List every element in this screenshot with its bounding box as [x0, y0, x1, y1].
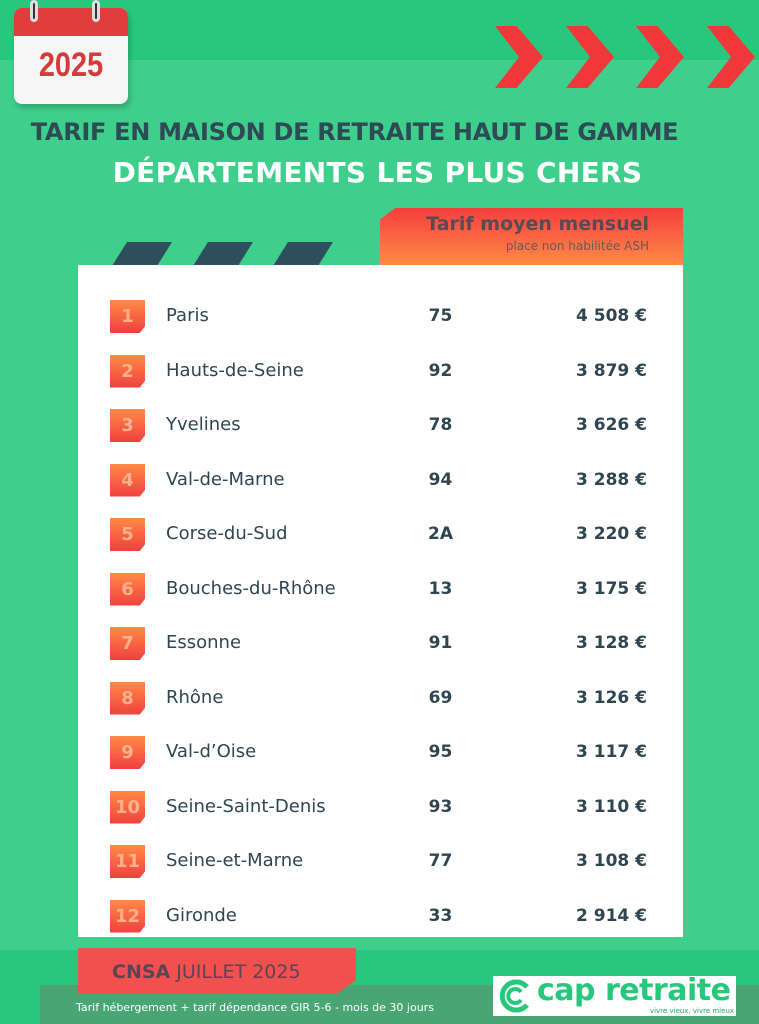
department-name: Val-d’Oise [166, 741, 257, 762]
department-name: Seine-Saint-Denis [166, 795, 326, 817]
rank-badge: 4 [110, 463, 145, 497]
rank-badge: 5 [110, 518, 145, 551]
logo-icon [499, 979, 529, 1013]
title: TARIF EN MAISON DE RETRAITE HAUT DE GAMM… [30, 118, 679, 146]
department-code: 75 [428, 306, 453, 326]
column-header-subtitle: place non habilitée ASH [505, 239, 649, 253]
column-header: Tarif moyen mensuel place non habilitée … [380, 208, 683, 265]
department-name: Val-de-Marne [166, 468, 285, 490]
calendar-icon: 2025 [14, 8, 128, 104]
department-name: Bouches-du-Rhône [166, 577, 336, 599]
department-code: 92 [428, 360, 453, 381]
table-row: 7 Essonne 91 3 128 € [78, 627, 683, 667]
rank-badge: 7 [110, 627, 145, 660]
department-name: Gironde [166, 904, 237, 926]
cap-retraite-logo: cap retraite vivre vieux, vivre mieux [493, 973, 736, 1016]
monthly-price: 3 110 € [576, 796, 647, 817]
department-name: Seine-et-Marne [166, 850, 304, 871]
department-code: 95 [428, 742, 453, 762]
department-code: 2A [428, 524, 453, 544]
rank-badge: 6 [110, 572, 145, 606]
table-row: 6 Bouches-du-Rhône 13 3 175 € [78, 572, 683, 613]
rank-badge: 2 [110, 354, 145, 388]
department-code: 93 [428, 796, 453, 817]
department-name: Essonne [166, 632, 242, 653]
column-header-title: Tarif moyen mensuel [426, 213, 649, 235]
table-row: 11 Seine-et-Marne 77 3 108 € [78, 845, 683, 885]
table-row: 2 Hauts-de-Seine 92 3 879 € [78, 354, 683, 395]
monthly-price: 3 220 € [576, 524, 647, 544]
department-code: 78 [428, 415, 453, 435]
department-name: Paris [166, 305, 209, 326]
monthly-price: 3 626 € [576, 415, 647, 435]
table-row: 8 Rhône 69 3 126 € [78, 681, 683, 722]
monthly-price: 3 108 € [576, 851, 647, 871]
department-code: 33 [428, 905, 453, 926]
department-name: Corse-du-Sud [166, 523, 288, 544]
table-row: 5 Corse-du-Sud 2A 3 220 € [78, 518, 683, 558]
department-code: 69 [428, 687, 453, 708]
monthly-price: 3 128 € [576, 633, 647, 653]
table-row: 9 Val-d’Oise 95 3 117 € [78, 736, 683, 776]
department-name: Hauts-de-Seine [166, 359, 304, 381]
rank-badge: 9 [110, 736, 145, 769]
monthly-price: 3 117 € [576, 742, 647, 762]
table-row: 4 Val-de-Marne 94 3 288 € [78, 463, 683, 504]
department-code: 94 [428, 469, 453, 490]
subtitle: DÉPARTEMENTS LES PLUS CHERS [112, 156, 643, 189]
monthly-price: 3 879 € [576, 360, 647, 381]
rank-badge: 8 [110, 681, 145, 715]
department-code: 91 [428, 633, 453, 653]
table-row: 12 Gironde 33 2 914 € [78, 899, 683, 940]
monthly-price: 4 508 € [576, 306, 647, 326]
rank-badge: 10 [110, 790, 145, 824]
rank-badge: 1 [110, 300, 145, 333]
department-code: 13 [428, 578, 453, 599]
department-name: Yvelines [166, 414, 241, 435]
source-label: CNSA JUILLET 2025 [78, 948, 356, 994]
department-code: 77 [428, 851, 453, 871]
monthly-price: 3 126 € [576, 687, 647, 708]
monthly-price: 3 288 € [576, 469, 647, 490]
ranking-table: 1 Paris 75 4 508 €2 Hauts-de-Seine 92 3 … [78, 265, 683, 937]
rank-badge: 12 [110, 899, 145, 933]
monthly-price: 3 175 € [576, 578, 647, 599]
table-row: 3 Yvelines 78 3 626 € [78, 409, 683, 449]
department-name: Rhône [166, 686, 224, 708]
table-row: 10 Seine-Saint-Denis 93 3 110 € [78, 790, 683, 831]
monthly-price: 2 914 € [576, 905, 647, 926]
rank-badge: 3 [110, 409, 145, 442]
table-row: 1 Paris 75 4 508 € [78, 300, 683, 340]
rank-badge: 11 [110, 845, 145, 878]
calendar-year: 2025 [38, 46, 104, 84]
footnote: Tarif hébergement + tarif dépendance GIR… [76, 1001, 434, 1014]
